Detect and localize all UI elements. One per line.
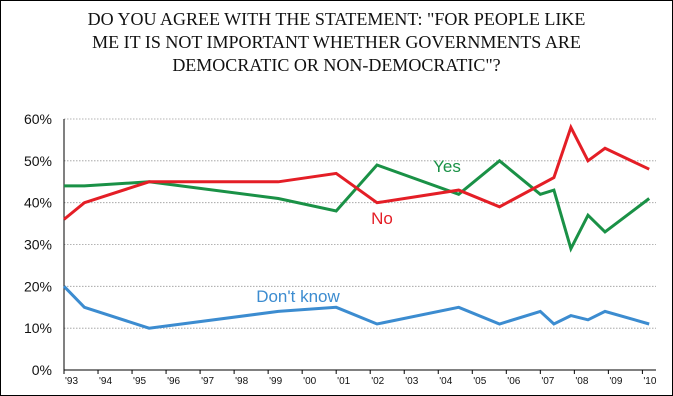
y-tick-label: 60% [24,111,52,127]
x-tick-label: '09 [609,376,622,387]
chart-title: DO YOU AGREE WITH THE STATEMENT: "FOR PE… [0,8,673,77]
x-tick-label: '97 [201,376,214,387]
chart-title-line-1: DO YOU AGREE WITH THE STATEMENT: "FOR PE… [87,9,586,29]
x-tick-label: '02 [371,376,384,387]
x-tick-label: '95 [133,376,146,387]
series-label: No [371,209,393,228]
x-tick-label: '06 [507,376,520,387]
series-line-don-t-know [62,285,650,330]
series-label: Yes [433,157,461,176]
series-line-yes [64,158,651,253]
series-line-no [63,123,650,221]
x-tick-label: '04 [439,376,452,387]
grid-lines [64,118,656,371]
y-tick-label: 20% [24,278,52,294]
x-tick-label: '00 [303,376,316,387]
series-label: Don't know [256,287,340,306]
y-tick-label: 30% [24,237,52,253]
chart-title-line-3: DEMOCRATIC OR NON-DEMOCRATIC"? [172,55,501,75]
x-tick-label: '01 [337,376,350,387]
x-tick-label: '99 [269,376,282,387]
plot-area: Yes No Don't know [62,123,651,330]
y-axis: 0% 10% 20% 30% 40% 50% 60% [24,111,65,378]
x-tick-label: '98 [235,376,248,387]
x-axis: '93 '94 '95 '96 '97 '98 '99 '00 '01 '02 '03 '04 '05 '… [63,369,657,387]
x-tick-label: '94 [99,376,112,387]
x-tick-label: '08 [575,376,588,387]
y-tick-label: 50% [24,153,52,169]
x-tick-label: '05 [473,376,486,387]
y-tick-label: 10% [24,320,52,336]
x-tick-label: '10 [643,376,656,387]
x-tick-label: '93 [65,376,78,387]
x-tick-label: '03 [405,376,418,387]
x-tick-label: '96 [167,376,180,387]
chart-title-line-2: ME IT IS NOT IMPORTANT WHETHER GOVERNMEN… [92,32,581,52]
y-tick-label: 0% [32,362,52,378]
y-tick-label: 40% [24,195,52,211]
x-tick-label: '07 [541,376,554,387]
